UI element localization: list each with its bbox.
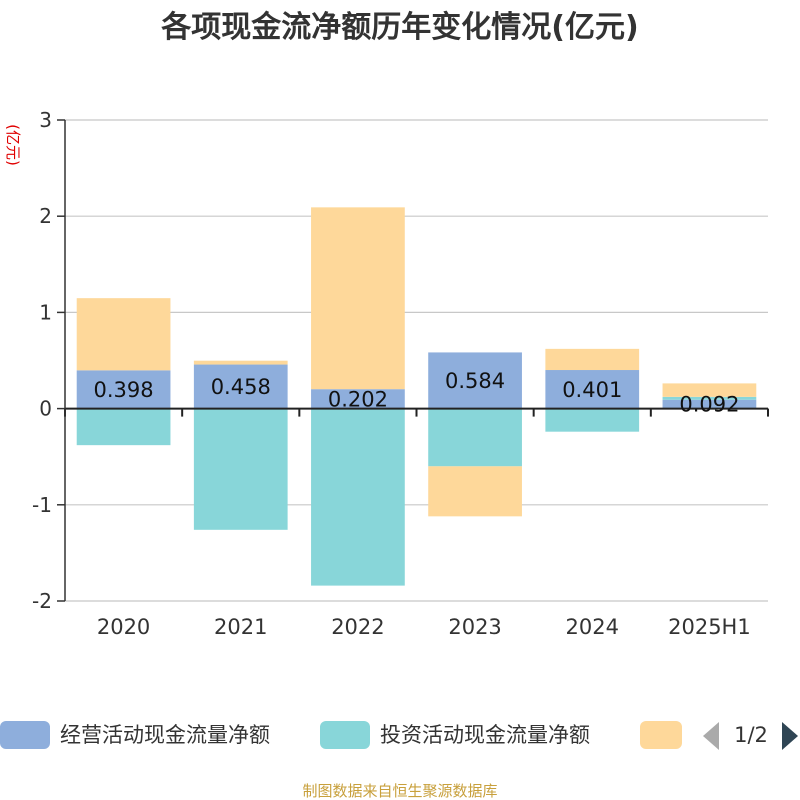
bar-series2-2025H1[interactable] (662, 396, 757, 400)
bar-series1-2025H1[interactable] (662, 399, 757, 409)
data-label-2020: 0.398 (94, 378, 154, 402)
bar-series1-2022[interactable] (311, 389, 405, 409)
bar-series3-2020[interactable] (76, 298, 171, 371)
legend-swatch-third (640, 721, 682, 749)
legend-page-indicator: 1/2 (734, 723, 768, 747)
legend-label-investing: 投资活动现金流量净额 (380, 723, 590, 747)
bar-series1-2023[interactable] (428, 352, 522, 409)
bar-series2-2020[interactable] (76, 408, 171, 446)
legend-item-investing[interactable]: 投资活动现金流量净额 (320, 721, 590, 749)
x-tick-label: 2021 (214, 615, 267, 639)
x-tick-label: 2025H1 (668, 615, 751, 639)
bar-series2-2023[interactable] (428, 408, 522, 467)
x-axis-ticks: 2020 2021 2022 2023 2024 2025H1 (97, 615, 751, 639)
legend-label-operating: 经营活动现金流量净额 (60, 723, 270, 747)
bar-series1-2020[interactable] (76, 370, 171, 409)
data-label-2024: 0.401 (562, 378, 622, 402)
x-tick-label: 2020 (97, 615, 150, 639)
axes (64, 120, 769, 601)
x-tick-label: 2023 (448, 615, 501, 639)
bar-series3-2021[interactable] (193, 360, 288, 365)
legend-item-operating[interactable]: 经营活动现金流量净额 (0, 721, 270, 749)
legend-prev-page-icon[interactable] (703, 722, 719, 750)
chart-title: 各项现金流净额历年变化情况(亿元) (160, 10, 638, 45)
data-label-2025H1: 0.092 (679, 393, 739, 417)
legend: 经营活动现金流量净额 投资活动现金流量净额 1/2 (0, 721, 798, 750)
data-source-note: 制图数据来自恒生聚源数据库 (302, 782, 497, 800)
bar-series2-2024[interactable] (545, 408, 640, 432)
bar-series1-2024[interactable] (545, 370, 640, 409)
x-tick-label: 2024 (566, 615, 619, 639)
legend-swatch-operating (0, 721, 50, 749)
bar-series3-2023[interactable] (428, 466, 522, 517)
bar-series3-2022[interactable] (311, 207, 405, 390)
bar-series1-2021[interactable] (193, 364, 288, 409)
y-tick-label: 0 (39, 397, 52, 421)
bar-series2-2022[interactable] (311, 408, 405, 586)
bar-series3-2024[interactable] (545, 348, 640, 371)
bars (76, 207, 757, 586)
data-label-2022: 0.202 (328, 387, 388, 411)
x-tick-label: 2022 (331, 615, 384, 639)
legend-next-page-icon[interactable] (782, 722, 798, 750)
data-labels: 0.398 0.458 0.202 0.584 0.401 0.092 (94, 369, 740, 417)
bar-series3-2025H1[interactable] (662, 383, 757, 397)
data-label-2021: 0.458 (211, 375, 271, 399)
data-label-2023: 0.584 (445, 369, 505, 393)
gridlines (65, 119, 768, 602)
y-tick-label: -2 (32, 589, 52, 613)
bar-series2-2021[interactable] (193, 408, 288, 530)
y-tick-label: 3 (39, 108, 52, 132)
legend-swatch-investing (320, 721, 370, 749)
y-tick-label: 2 (39, 204, 52, 228)
y-axis-ticks: -2 -1 0 1 2 3 (32, 108, 65, 613)
y-tick-label: -1 (32, 493, 52, 517)
y-tick-label: 1 (39, 300, 52, 324)
y-axis-unit: (亿元) (4, 124, 22, 166)
legend-item-third[interactable] (640, 721, 682, 749)
